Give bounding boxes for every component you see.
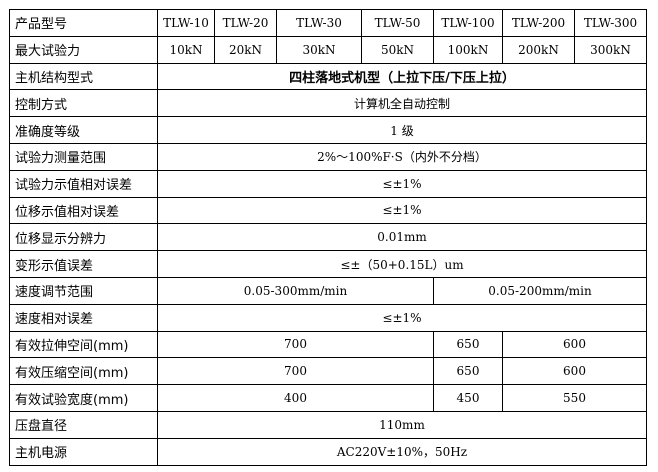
table-row-control: 控制方式 计算机全自动控制 — [9, 89, 647, 118]
cell: 450 — [433, 384, 503, 412]
table-row-force-error: 试验力示值相对误差 ≤±1% — [9, 169, 647, 198]
row-label: 准确度等级 — [9, 116, 158, 144]
cell: 200kN — [502, 35, 575, 64]
row-label: 变形示值误差 — [9, 250, 158, 278]
table-row-test-width: 有效试验宽度(mm) 400 450 550 — [9, 384, 647, 412]
cell: TLW-300 — [574, 9, 647, 37]
cell: TLW-20 — [214, 9, 277, 37]
cell: TLW-200 — [502, 9, 575, 37]
row-label: 速度调节范围 — [9, 276, 158, 305]
table-row-model: 产品型号 TLW-10 TLW-20 TLW-30 TLW-50 TLW-100… — [9, 9, 647, 37]
cell: 1 级 — [157, 116, 647, 144]
row-label: 主机结构型式 — [9, 62, 158, 91]
cell: ≤±（50+0.15L）um — [157, 250, 647, 278]
table-row-speed-range: 速度调节范围 0.05-300mm/min 0.05-200mm/min — [9, 276, 647, 305]
cell: 650 — [433, 330, 503, 359]
cell: TLW-10 — [157, 9, 215, 37]
cell: ≤±1% — [157, 303, 647, 332]
row-label: 试验力示值相对误差 — [9, 169, 158, 198]
row-label: 有效试验宽度(mm) — [9, 384, 158, 412]
row-label: 位移显示分辨力 — [9, 223, 158, 252]
cell: 30kN — [276, 35, 362, 64]
table-row-speed-error: 速度相对误差 ≤±1% — [9, 303, 647, 332]
cell: 600 — [502, 330, 647, 359]
cell: 50kN — [361, 35, 434, 64]
cell: AC220V±10%，50Hz — [157, 437, 647, 466]
cell: 100kN — [433, 35, 503, 64]
row-label: 有效压缩空间(mm) — [9, 357, 158, 386]
cell: 700 — [157, 357, 434, 386]
cell: 650 — [433, 357, 503, 386]
row-label: 产品型号 — [9, 9, 158, 37]
cell: 300kN — [574, 35, 647, 64]
table-row-deform-error: 变形示值误差 ≤±（50+0.15L）um — [9, 250, 647, 278]
row-label: 最大试验力 — [9, 35, 158, 64]
cell: TLW-100 — [433, 9, 503, 37]
row-label: 试验力测量范围 — [9, 142, 158, 171]
table-row-tensile-space: 有效拉伸空间(mm) 700 650 600 — [9, 330, 647, 359]
row-label: 压盘直径 — [9, 410, 158, 439]
cell: 计算机全自动控制 — [157, 89, 647, 118]
table-row-disp-error: 位移示值相对误差 ≤±1% — [9, 196, 647, 225]
cell: ≤±1% — [157, 196, 647, 225]
row-label: 控制方式 — [9, 89, 158, 118]
cell: 四柱落地式机型（上拉下压/下压上拉） — [157, 62, 647, 91]
cell: 20kN — [214, 35, 277, 64]
cell: 0.05-200mm/min — [433, 276, 647, 305]
table-row-disp-resolution: 位移显示分辨力 0.01mm — [9, 223, 647, 252]
table-row-max-force: 最大试验力 10kN 20kN 30kN 50kN 100kN 200kN 30… — [9, 35, 647, 64]
table-row-compress-space: 有效压缩空间(mm) 700 650 600 — [9, 357, 647, 386]
row-label: 速度相对误差 — [9, 303, 158, 332]
cell: ≤±1% — [157, 169, 647, 198]
row-label: 有效拉伸空间(mm) — [9, 330, 158, 359]
table-row-power: 主机电源 AC220V±10%，50Hz — [9, 437, 647, 466]
cell: 700 — [157, 330, 434, 359]
cell: 2%～100%F·S（内外不分档） — [157, 142, 647, 171]
table-row-structure: 主机结构型式 四柱落地式机型（上拉下压/下压上拉） — [9, 62, 647, 91]
cell: TLW-50 — [361, 9, 434, 37]
table-row-accuracy: 准确度等级 1 级 — [9, 116, 647, 144]
cell: 110mm — [157, 410, 647, 439]
cell: 600 — [502, 357, 647, 386]
row-label: 位移示值相对误差 — [9, 196, 158, 225]
cell: 0.05-300mm/min — [157, 276, 434, 305]
cell: 550 — [502, 384, 647, 412]
cell: 0.01mm — [157, 223, 647, 252]
table-row-platen-diameter: 压盘直径 110mm — [9, 410, 647, 439]
row-label: 主机电源 — [9, 437, 158, 466]
cell: TLW-30 — [276, 9, 362, 37]
cell: 10kN — [157, 35, 215, 64]
cell: 400 — [157, 384, 434, 412]
table-row-force-range: 试验力测量范围 2%～100%F·S（内外不分档） — [9, 142, 647, 171]
spec-table: 产品型号 TLW-10 TLW-20 TLW-30 TLW-50 TLW-100… — [9, 9, 647, 466]
